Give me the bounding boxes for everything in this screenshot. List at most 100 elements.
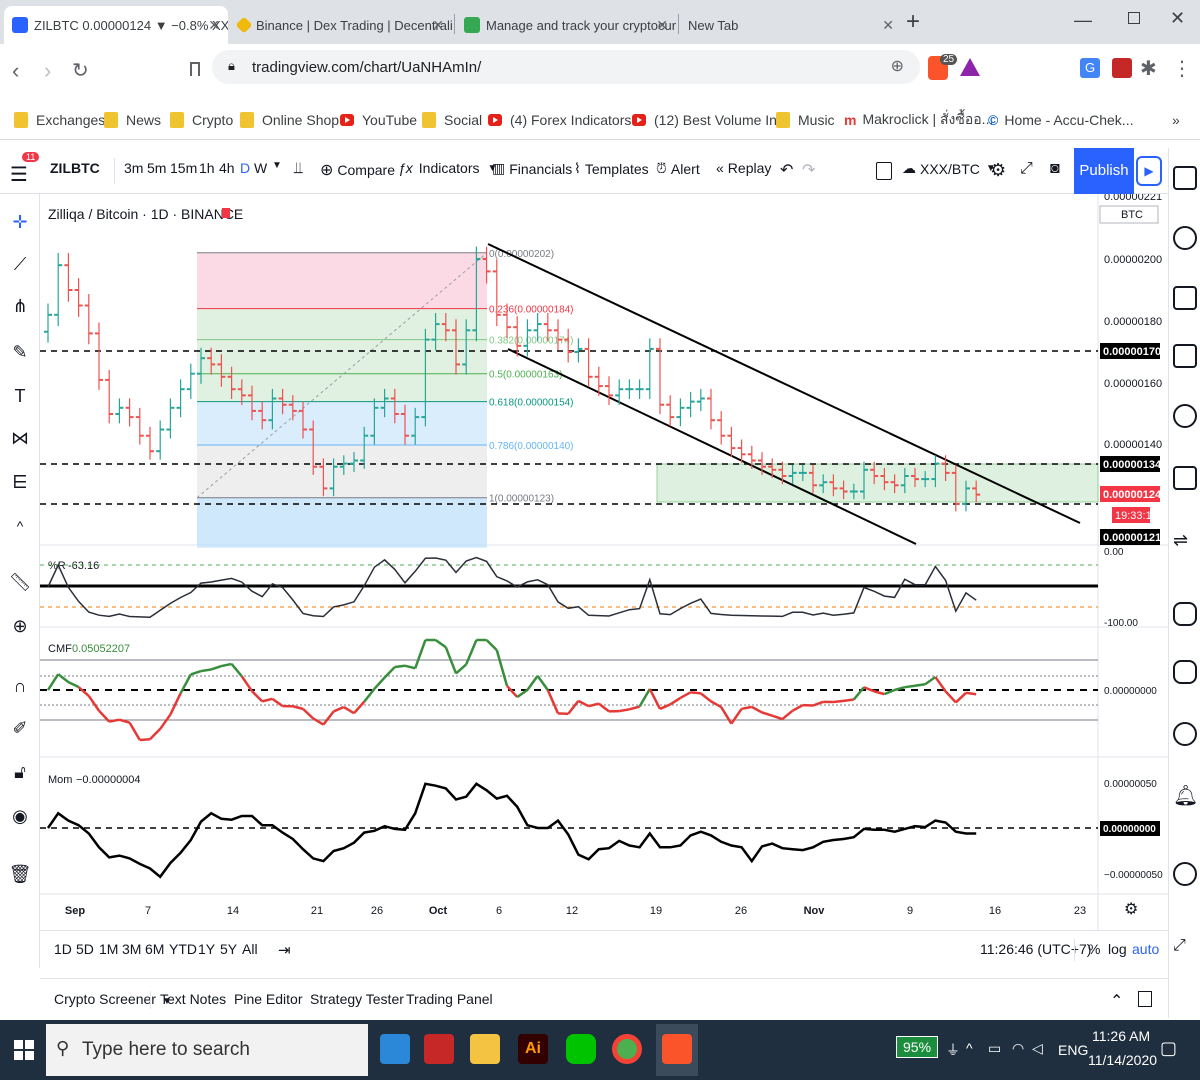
battery-icon[interactable]: ▭ <box>988 1040 1002 1056</box>
maximize-icon[interactable] <box>1128 12 1140 24</box>
fib-tools-icon[interactable]: ⋔ <box>12 296 28 316</box>
intervals-dropdown-icon[interactable]: ▼ <box>272 160 282 171</box>
fib-retracement[interactable]: 0(0.00000202) 0.236(0.00000184) 0.382(0.00… <box>196 249 574 548</box>
interval-15m[interactable]: 15m <box>170 160 198 176</box>
windows-start-icon[interactable] <box>14 1040 34 1060</box>
interval-3m[interactable]: 3m <box>124 160 144 176</box>
stay-in-drawing-icon[interactable]: ✐ <box>12 718 28 738</box>
wifi-icon[interactable]: ◠ <box>1012 1040 1025 1056</box>
watchlist-icon[interactable] <box>1173 166 1197 190</box>
line-app-icon[interactable] <box>566 1034 596 1064</box>
tab-strategy-tester[interactable]: Strategy Tester <box>310 991 404 1007</box>
brave-taskbar-icon[interactable] <box>662 1034 692 1064</box>
chart-canvas[interactable]: 0(0.00000202) 0.236(0.00000184) 0.382(0.00… <box>40 194 1168 930</box>
hide-drawings-icon[interactable]: ◉ <box>12 806 28 826</box>
bookmark-online-shop[interactable]: Online Shop <box>240 110 339 130</box>
range-ytd[interactable]: YTD <box>169 941 197 957</box>
battery-percentage[interactable]: 95% <box>896 1036 939 1058</box>
trend-line-icon[interactable]: ⟋ <box>13 254 27 274</box>
file-explorer-icon[interactable] <box>470 1034 500 1064</box>
bookmark-page-icon[interactable] <box>190 62 200 76</box>
tab-crypto-screener[interactable]: Crypto Screener ▼ <box>54 991 172 1007</box>
publish-button[interactable]: Publish <box>1074 148 1134 194</box>
bookmarks-more[interactable]: » <box>1172 112 1180 128</box>
bookmark-makroclick[interactable]: m Makroclick | สั่งซื้ออ... <box>844 111 994 128</box>
alerts-clock-icon[interactable] <box>1173 226 1197 250</box>
power-plug-icon[interactable]: ⏚ <box>946 1042 960 1058</box>
go-to-date-icon[interactable]: ⇥ <box>278 942 291 959</box>
maximize-panel-icon[interactable] <box>1138 991 1152 1007</box>
close-tab-icon[interactable]: ✕ <box>882 16 894 33</box>
bookmark-accu-chek[interactable]: © Home - Accu-Chek... <box>988 112 1134 128</box>
close-window-icon[interactable]: ✕ <box>1170 8 1186 28</box>
magnet-icon[interactable]: ∩ <box>13 676 27 696</box>
data-window-icon[interactable] <box>1173 286 1197 310</box>
translate-icon[interactable]: G <box>1080 58 1100 78</box>
indicators-button[interactable]: ƒx Indicators ▼ <box>398 160 498 176</box>
hamburger-menu-icon[interactable]: ☰ <box>10 164 28 186</box>
tab-portfolio[interactable]: Manage and track your cryptocurre ✕ <box>456 6 676 44</box>
language-indicator[interactable]: ENG <box>1058 1042 1089 1058</box>
auto-scale-toggle[interactable]: auto <box>1132 941 1160 957</box>
snapshot-camera-icon[interactable]: ◙ <box>1050 160 1060 177</box>
layout-icon[interactable] <box>876 162 892 180</box>
percent-scale-toggle[interactable]: % <box>1088 941 1101 957</box>
bookmark-crypto[interactable]: Crypto <box>170 110 233 130</box>
hotlist-icon[interactable] <box>1173 344 1197 368</box>
reload-icon[interactable]: ↻ <box>72 60 89 82</box>
ideas-icon[interactable]: ⇌ <box>1173 530 1189 550</box>
new-tab-button[interactable]: + <box>906 8 921 35</box>
close-tab-icon[interactable]: ✕ <box>432 16 444 33</box>
interval-1h[interactable]: 1h <box>199 160 215 176</box>
close-tab-icon[interactable]: ✕ <box>208 16 220 33</box>
bookmark-music[interactable]: Music <box>776 110 835 130</box>
tab-tradingview[interactable]: ZILBTC 0.00000124 ▼ −0.8% XXX/I ✕ <box>4 6 228 44</box>
close-tab-icon[interactable]: ✕ <box>656 16 668 33</box>
fullscreen-icon[interactable]: ⤢ <box>1020 160 1033 177</box>
channel-lower-line[interactable] <box>507 348 917 545</box>
templates-button[interactable]: ⌇ Templates <box>574 160 649 177</box>
chats-icon[interactable] <box>1173 660 1197 684</box>
bookmark-forex-indicators[interactable]: (4) Forex Indicators... <box>488 110 643 130</box>
prediction-tool-icon[interactable]: ⋿ <box>12 472 28 492</box>
notifications-bell-icon[interactable]: 🔔︎ <box>1173 785 1199 807</box>
channel-upper-line[interactable] <box>487 243 1081 524</box>
compare-button[interactable]: ⊕ Compare <box>320 162 395 179</box>
brush-icon[interactable]: ✎ <box>12 342 28 362</box>
bookmark-best-volume[interactable]: (12) Best Volume In... <box>632 110 789 130</box>
tab-pine-editor[interactable]: Pine Editor <box>234 991 303 1007</box>
play-icon[interactable]: ▶ <box>1136 156 1162 186</box>
alert-button[interactable]: ⏰︎ Alert <box>656 160 700 177</box>
tab-binance[interactable]: Binance | Dex Trading | Decentraliz ✕ <box>230 6 452 44</box>
trash-icon[interactable]: 🗑︎ <box>8 864 32 884</box>
collapse-panel-icon[interactable]: ⌃ <box>1110 993 1124 1010</box>
bar-style-icon[interactable]: ⫫ <box>294 160 303 177</box>
range-1d[interactable]: 1D <box>54 941 72 957</box>
bookmark-social[interactable]: Social <box>422 110 482 130</box>
calendar-icon[interactable] <box>1173 466 1197 490</box>
undo-icon[interactable]: ↶ <box>780 162 794 179</box>
tray-chevron-icon[interactable]: ^ <box>966 1040 973 1056</box>
extension-triangle-icon[interactable] <box>960 58 980 76</box>
url-input[interactable]: 🔒︎ tradingview.com/chart/UaNHAmIn/ ⊕ <box>212 50 920 84</box>
bookmark-exchanges[interactable]: Exchanges <box>14 110 105 130</box>
taskbar-search-input[interactable]: ⚲ Type here to search <box>46 1024 368 1076</box>
range-3m[interactable]: 3M <box>122 941 142 957</box>
log-scale-toggle[interactable]: log <box>1108 941 1127 957</box>
range-1y[interactable]: 1Y <box>198 941 216 957</box>
clock-timezone[interactable]: 11:26:46 (UTC+7) <box>980 941 1092 957</box>
interval-d[interactable]: D <box>240 160 251 176</box>
bookmark-youtube[interactable]: YouTube <box>340 110 417 130</box>
crosshair-icon[interactable]: ✛ <box>12 212 28 232</box>
range-5y[interactable]: 5Y <box>220 941 238 957</box>
chrome-icon[interactable] <box>612 1034 642 1064</box>
forward-icon[interactable]: › <box>44 58 52 83</box>
support-zone-box[interactable] <box>656 463 1099 503</box>
streams-icon[interactable] <box>1173 722 1197 746</box>
clock-date[interactable]: 11/14/2020 <box>1088 1052 1158 1068</box>
clock-time[interactable]: 11:26 AM <box>1092 1028 1151 1044</box>
zoom-icon[interactable]: ⊕ <box>890 58 904 75</box>
zoom-in-icon[interactable]: ⊕ <box>12 616 28 636</box>
tab-text-notes[interactable]: Text Notes <box>160 991 227 1007</box>
menu-dots-icon[interactable]: ⋮ <box>1172 58 1192 80</box>
